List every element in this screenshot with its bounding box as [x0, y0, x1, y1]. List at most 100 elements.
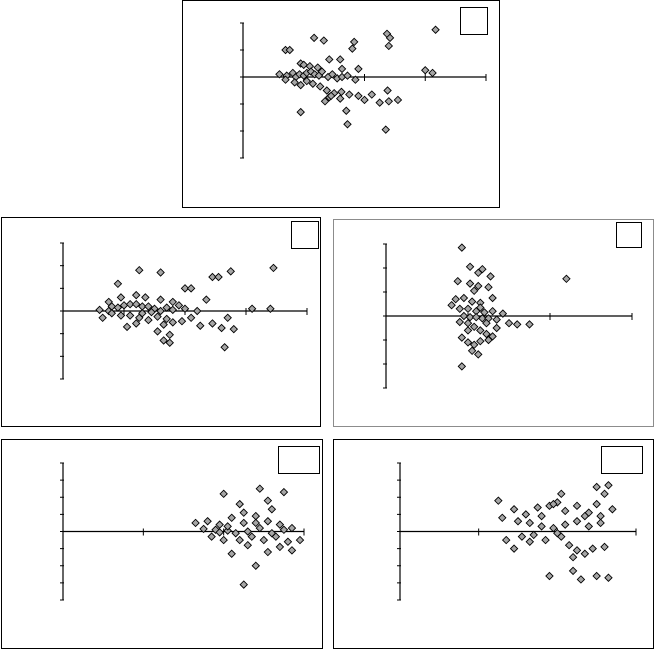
data-point	[343, 120, 352, 129]
data-point	[313, 63, 322, 72]
data-point	[315, 82, 325, 91]
data-point	[156, 295, 165, 304]
data-point	[545, 571, 554, 581]
data-point	[309, 33, 319, 43]
data-point	[231, 528, 240, 538]
data-point	[549, 523, 558, 533]
data-point	[541, 535, 550, 545]
data-point	[465, 262, 475, 272]
data-point	[463, 304, 473, 314]
data-point	[592, 482, 601, 492]
data-point	[393, 95, 403, 105]
data-point	[235, 535, 244, 545]
data-point	[168, 305, 178, 315]
data-point	[217, 323, 226, 333]
data-point	[208, 272, 217, 282]
data-point	[239, 580, 248, 589]
data-point	[131, 319, 141, 328]
data-point	[537, 511, 546, 521]
data-point	[351, 75, 360, 84]
data-point	[562, 274, 571, 284]
data-point	[269, 263, 278, 273]
data-point	[177, 316, 187, 326]
data-point	[192, 306, 202, 316]
data-point	[208, 319, 217, 328]
data-point	[251, 561, 261, 570]
data-point	[580, 511, 590, 521]
data-point	[576, 575, 586, 584]
data-point	[564, 540, 574, 550]
data-point	[342, 106, 351, 115]
data-point	[255, 523, 265, 533]
panel-label-box-2	[291, 221, 319, 249]
scatter-plot-3	[383, 243, 633, 389]
data-point	[153, 312, 162, 321]
data-point	[122, 322, 132, 332]
data-point	[348, 44, 357, 53]
data-point	[384, 41, 394, 51]
data-point	[568, 552, 578, 562]
data-point	[337, 64, 347, 74]
data-point	[588, 544, 597, 553]
data-point	[572, 546, 582, 555]
data-point	[326, 91, 336, 101]
data-point	[482, 318, 491, 328]
data-point	[107, 309, 117, 318]
data-point	[560, 506, 570, 516]
data-point	[317, 67, 327, 76]
data-point	[207, 532, 216, 541]
data-point	[226, 267, 235, 276]
data-point	[501, 535, 511, 545]
data-point	[509, 544, 519, 553]
panel-label-box-1	[460, 7, 488, 35]
data-point	[271, 532, 281, 541]
data-point	[328, 70, 337, 79]
data-point	[504, 318, 514, 328]
data-point	[180, 304, 190, 313]
data-point	[159, 336, 168, 345]
data-point	[608, 505, 617, 514]
data-point	[549, 499, 558, 509]
data-point	[283, 537, 293, 547]
data-point	[354, 91, 363, 101]
data-point	[227, 549, 236, 558]
data-point	[349, 37, 359, 47]
data-point	[476, 303, 485, 312]
data-point	[320, 97, 330, 106]
data-point	[243, 540, 253, 550]
data-point	[498, 513, 507, 523]
data-point	[219, 489, 228, 499]
data-point	[428, 68, 437, 78]
data-point	[296, 80, 305, 90]
data-point	[335, 55, 345, 64]
data-point	[156, 306, 165, 316]
data-point	[116, 293, 126, 302]
data-point	[285, 45, 295, 55]
data-point	[476, 326, 485, 335]
data-point	[512, 320, 522, 329]
data-point	[421, 66, 430, 75]
data-point	[580, 549, 590, 558]
data-point	[467, 297, 477, 306]
data-point	[471, 312, 481, 322]
data-point	[604, 573, 613, 582]
data-point	[367, 90, 377, 99]
data-point	[275, 542, 285, 552]
data-point	[584, 522, 594, 531]
data-point	[517, 532, 527, 541]
data-point	[229, 324, 239, 334]
data-point	[275, 70, 284, 79]
data-point	[474, 350, 483, 359]
scatter-panel-4	[1, 439, 323, 649]
data-point	[488, 293, 497, 303]
scatter-plot-2	[60, 242, 308, 380]
data-point	[255, 484, 265, 493]
data-point	[463, 326, 473, 335]
data-point	[381, 125, 390, 134]
data-point	[480, 308, 489, 317]
data-point	[147, 307, 156, 317]
data-point	[263, 516, 273, 526]
data-point	[162, 303, 171, 312]
data-point	[144, 315, 153, 325]
data-point	[478, 264, 487, 274]
